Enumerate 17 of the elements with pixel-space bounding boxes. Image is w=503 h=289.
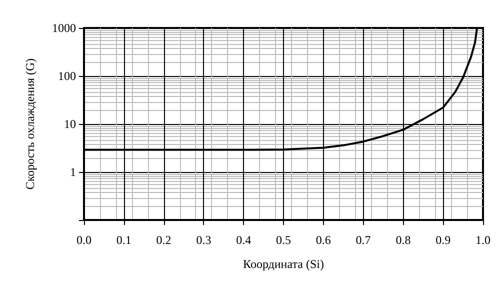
x-tick-label: 0.6: [316, 233, 331, 247]
x-tick-label: 0.2: [156, 233, 172, 247]
x-tick-label: 1.0: [476, 233, 490, 247]
x-tick-label: 0.5: [276, 233, 291, 247]
y-tick-label: 1000: [52, 21, 76, 35]
y-axis-title: Скорость охлаждения (G): [23, 58, 37, 190]
x-tick-label: 0.1: [116, 233, 132, 247]
y-tick-label: 1: [70, 165, 76, 179]
x-tick-label: 0.4: [236, 233, 252, 247]
x-tick-label: 0.9: [436, 233, 451, 247]
x-tick-label: 0.0: [76, 233, 92, 247]
x-tick-label: 0.8: [396, 233, 411, 247]
x-tick-label: 0.3: [196, 233, 212, 247]
x-axis-title: Координата (Si): [243, 257, 324, 271]
y-tick-label: 100: [58, 69, 76, 83]
y-tick-label: 10: [64, 117, 76, 131]
x-tick-label: 0.7: [356, 233, 371, 247]
